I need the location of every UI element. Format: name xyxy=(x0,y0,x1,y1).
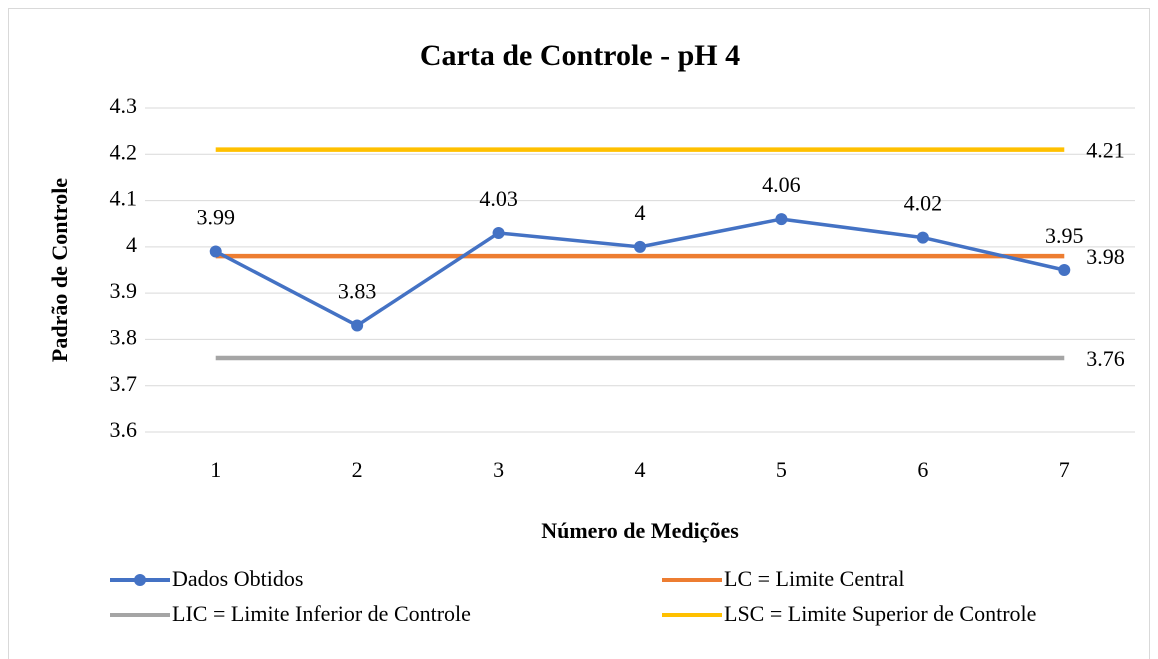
data-label: 4.03 xyxy=(479,186,518,211)
y-tick-label: 3.9 xyxy=(110,278,138,303)
data-label: 3.83 xyxy=(338,279,377,304)
y-tick-label: 3.7 xyxy=(110,371,138,396)
x-tick-label: 4 xyxy=(635,457,646,482)
data-point xyxy=(1058,264,1071,276)
data-point xyxy=(916,231,929,244)
x-tick-label: 6 xyxy=(917,457,928,482)
data-point xyxy=(351,319,364,332)
chart-title: Carta de Controle - pH 4 xyxy=(420,39,740,72)
data-label: 4.02 xyxy=(904,191,943,216)
legend-marker xyxy=(134,574,146,586)
y-tick-label: 4.2 xyxy=(110,139,138,164)
y-tick-label: 4 xyxy=(126,232,137,257)
legend-label: LC = Limite Central xyxy=(724,566,904,591)
y-tick-label: 3.8 xyxy=(110,324,138,349)
x-tick-label: 1 xyxy=(210,457,221,482)
data-label: 3.99 xyxy=(196,205,235,230)
x-tick-label: 2 xyxy=(352,457,363,482)
data-label: 4 xyxy=(635,200,646,225)
data-point xyxy=(492,226,505,239)
data-label: 3.95 xyxy=(1045,223,1084,248)
y-axis-title: Padrão de Controle xyxy=(47,178,72,362)
y-tick-label: 4.3 xyxy=(110,93,138,118)
legend-label: Dados Obtidos xyxy=(172,566,303,591)
data-point xyxy=(775,213,788,226)
data-label: 4.21 xyxy=(1086,138,1125,163)
x-tick-label: 7 xyxy=(1059,457,1070,482)
x-axis-title: Número de Medições xyxy=(541,518,739,543)
data-label: 3.76 xyxy=(1086,346,1125,371)
chart-border xyxy=(8,8,1150,659)
data-label: 4.06 xyxy=(762,172,801,197)
legend-label: LIC = Limite Inferior de Controle xyxy=(172,601,471,626)
x-tick-label: 3 xyxy=(493,457,504,482)
data-label: 3.98 xyxy=(1086,244,1125,269)
y-tick-label: 3.6 xyxy=(110,417,138,442)
x-tick-label: 5 xyxy=(776,457,787,482)
legend-label: LSC = Limite Superior de Controle xyxy=(724,601,1036,626)
y-tick-label: 4.1 xyxy=(110,186,138,211)
data-point xyxy=(209,245,222,258)
data-point xyxy=(634,240,646,253)
